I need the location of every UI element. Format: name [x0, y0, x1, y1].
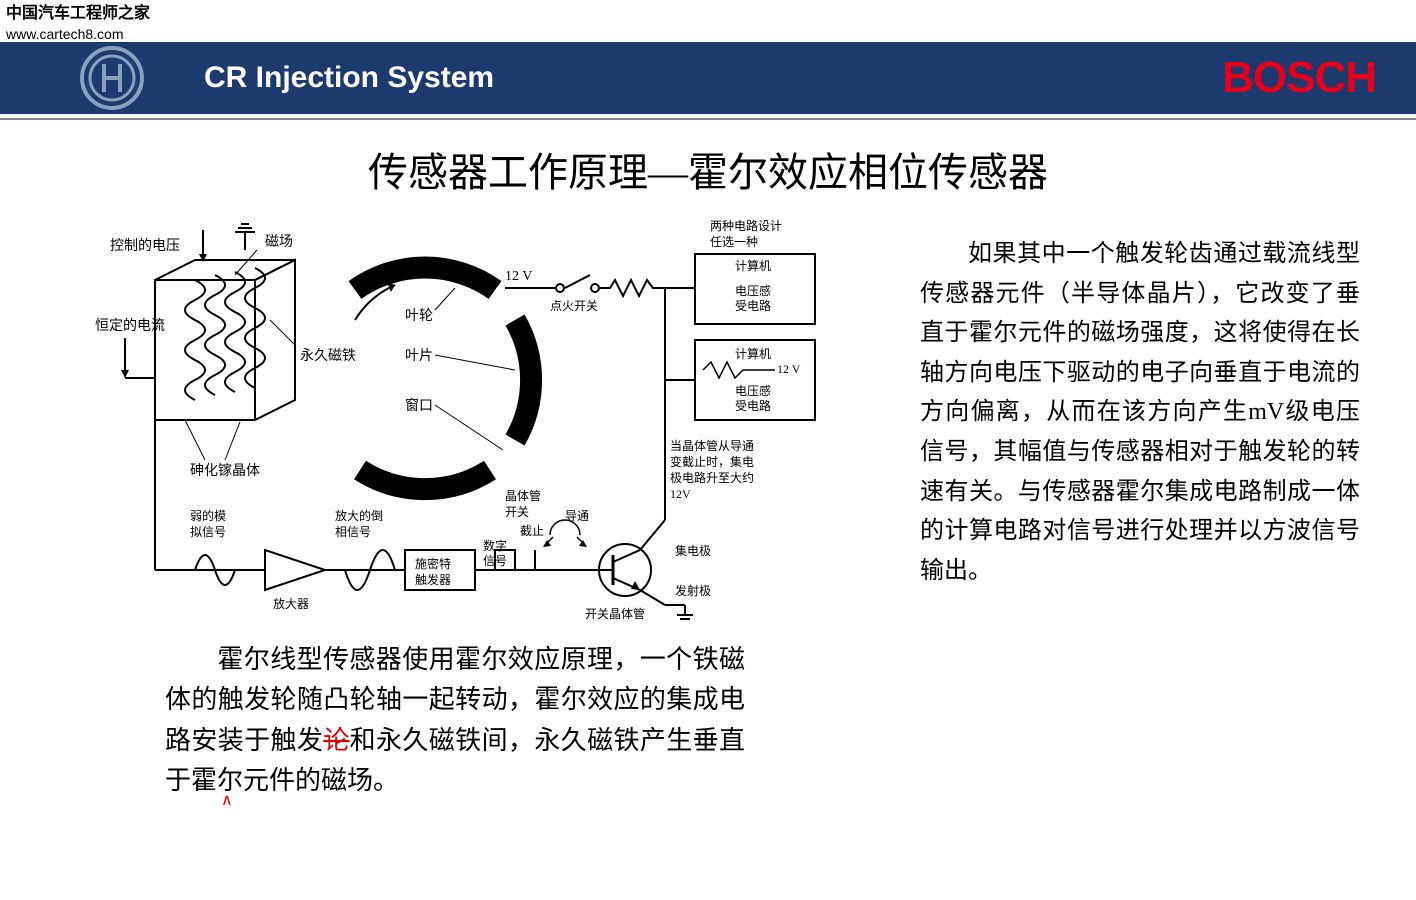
lbl-collector: 集电极: [675, 543, 711, 558]
lbl-inv1: 放大的倒: [335, 508, 383, 523]
header-underline: [0, 114, 1416, 120]
right-paragraph: 如果其中一个触发轮齿通过载流线型传感器元件（半导体晶片），它改变了垂直于霍尔元件…: [920, 235, 1360, 591]
lbl-control-voltage: 控制的电压: [110, 238, 180, 254]
brand-logo: BOSCH: [1222, 53, 1376, 103]
watermark-url: www.cartech8.com: [6, 25, 150, 43]
lbl-two-circuit1: 两种电路设计: [710, 218, 782, 233]
lbl-ignition: 点火开关: [550, 299, 598, 313]
lbl-switch-trans: 开关晶体管: [585, 606, 645, 621]
lbl-when4: 12V: [670, 487, 691, 501]
header-title: CR Injection System: [204, 61, 494, 95]
lbl-12v: 12 V: [505, 269, 532, 284]
lbl-computer2: 计算机: [735, 346, 771, 361]
lbl-emitter: 发射极: [675, 583, 711, 598]
lbl-voltsense1: 电压感: [735, 283, 771, 298]
lbl-when3: 极电路升至大约: [670, 470, 754, 485]
lbl-crystal: 砷化镓晶体: [190, 463, 260, 479]
lbl-inv2: 相信号: [335, 525, 371, 539]
lbl-const-current: 恒定的电流: [95, 318, 165, 334]
slide-title: 传感器工作原理—霍尔效应相位传感器: [0, 140, 1416, 198]
typo-strike: 论: [323, 726, 349, 755]
bosch-logo-icon: [80, 46, 144, 110]
lbl-perm-magnet: 永久磁铁: [300, 348, 356, 364]
lbl-when2: 变截止时，集电: [670, 454, 754, 469]
lbl-circuit2: 受电路: [735, 398, 771, 413]
lbl-impeller: 叶轮: [405, 308, 433, 324]
lbl-tsw2: 开关: [505, 505, 529, 519]
lbl-12v-2: 12 V: [777, 362, 801, 376]
lbl-when1: 当晶体管从导通: [670, 438, 754, 453]
lbl-tsw1: 晶体管: [505, 488, 541, 503]
lbl-window: 窗口: [405, 397, 433, 414]
left-paragraph: 霍尔线型传感器使用霍尔效应原理，一个铁磁体的触发轮随凸轮轴一起转动，霍尔效应的集…: [165, 640, 745, 801]
watermark: 中国汽车工程师之家 www.cartech8.com: [6, 4, 150, 43]
lbl-cutoff: 截止: [520, 524, 544, 538]
lbl-weak1: 弱的模: [190, 508, 226, 523]
lbl-schmitt1: 施密特: [415, 556, 451, 571]
lbl-rotation: 旋向: [365, 270, 393, 286]
lbl-weak2: 拟信号: [190, 525, 226, 539]
lbl-schmitt2: 触发器: [415, 572, 451, 587]
lbl-circuit1: 受电路: [735, 298, 771, 313]
lbl-blade: 叶片: [405, 348, 433, 364]
hall-sensor-diagram: 控制的电压 磁场 恒定的电流 旋向 永久磁铁 叶轮 叶片 窗口 12 V 点火开…: [95, 210, 865, 630]
header-band: CR Injection System BOSCH: [0, 42, 1416, 114]
lbl-two-circuit2: 任选一种: [710, 235, 758, 249]
caret-icon: ∧: [221, 790, 233, 810]
lbl-voltsense2: 电压感: [735, 383, 771, 398]
lbl-computer1: 计算机: [735, 258, 771, 273]
lbl-amp: 放大器: [273, 596, 309, 611]
right-para-text: 如果其中一个触发轮齿通过载流线型传感器元件（半导体晶片），它改变了垂直于霍尔元件…: [920, 235, 1360, 591]
lbl-magnet-field: 磁场: [265, 234, 293, 250]
watermark-line1: 中国汽车工程师之家: [6, 4, 150, 25]
